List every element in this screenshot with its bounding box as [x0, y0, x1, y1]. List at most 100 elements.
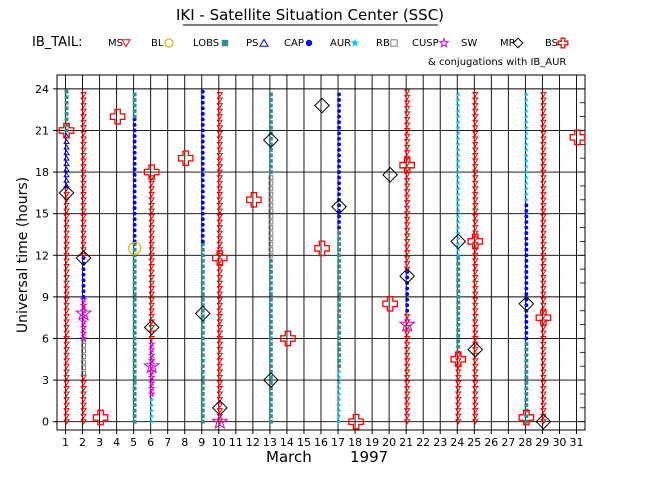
- region-point-sw: [166, 125, 172, 130]
- region-point-aur: [523, 114, 529, 119]
- region-point-ms: [540, 108, 547, 115]
- region-point-sw: [438, 203, 444, 208]
- region-point-ms: [540, 214, 547, 220]
- region-point-sw: [370, 386, 376, 391]
- region-point-sw: [302, 308, 308, 313]
- region-point-ms: [63, 219, 70, 226]
- region-point-sw: [251, 369, 257, 374]
- region-point-sw: [438, 136, 444, 141]
- region-point-sw: [183, 358, 189, 363]
- region-point-sw: [183, 403, 189, 407]
- region-point-sw: [251, 170, 257, 174]
- region-point-sw: [234, 214, 240, 219]
- region-point-sw: [183, 353, 189, 358]
- region-point-ms: [403, 319, 411, 325]
- region-point-sw: [506, 247, 512, 252]
- region-point-sw: [558, 392, 563, 396]
- region-point-ms: [148, 297, 155, 303]
- region-point-lobs: [200, 347, 205, 352]
- region-point-ms: [540, 324, 547, 331]
- region-point-aur: [455, 125, 461, 130]
- region-point-sw: [438, 242, 444, 247]
- region-point-cap: [524, 236, 529, 241]
- region-point-ms: [472, 397, 479, 403]
- region-point-sw: [302, 253, 308, 258]
- region-point-aur: [455, 114, 461, 119]
- region-point-sw: [98, 236, 103, 241]
- region-point-sw: [319, 297, 325, 302]
- region-point-sw: [558, 220, 563, 224]
- region-point-sw: [319, 136, 325, 141]
- region-point-lobs: [337, 236, 341, 241]
- region-point-sw: [370, 253, 376, 258]
- region-point-sw: [387, 397, 393, 402]
- region-point-lobs: [64, 106, 69, 111]
- region-point-sw: [370, 258, 376, 263]
- region-point-sw: [234, 258, 240, 263]
- region-point-sw: [489, 419, 495, 424]
- region-point-sw: [234, 147, 240, 152]
- region-point-ms: [80, 119, 87, 126]
- region-point-sw: [353, 292, 359, 297]
- region-point-sw: [285, 319, 291, 324]
- x-tick-label: 1: [62, 436, 69, 449]
- region-point-ms: [472, 324, 479, 331]
- region-point-lobs: [337, 292, 341, 297]
- region-point-lobs: [200, 331, 205, 335]
- region-point-sw: [421, 170, 427, 174]
- region-point-sw: [438, 253, 444, 258]
- region-point-sw: [575, 397, 580, 402]
- region-point-ms: [540, 202, 547, 209]
- region-point-sw: [234, 236, 240, 241]
- region-point-sw: [234, 297, 240, 302]
- region-point-ms: [148, 180, 155, 187]
- region-point-sw: [489, 380, 495, 385]
- region-point-sw: [506, 109, 512, 113]
- region-point-ms: [472, 358, 479, 364]
- region-point-sw: [166, 286, 172, 291]
- region-point-ms: [403, 94, 411, 101]
- region-point-sw: [387, 153, 393, 158]
- region-point-sw: [387, 214, 393, 219]
- region-point-sw: [149, 114, 155, 119]
- region-point-lobs: [524, 392, 529, 396]
- region-point-sw: [558, 192, 563, 197]
- region-point-sw: [575, 319, 580, 324]
- region-point-sw: [370, 164, 376, 169]
- region-point-lobs: [132, 92, 137, 97]
- region-point-sw: [370, 275, 376, 280]
- region-point-lobs: [268, 331, 273, 335]
- crossing-mp: [143, 319, 160, 336]
- region-point-sw: [421, 386, 427, 391]
- region-point-ms: [472, 286, 479, 292]
- region-point-cusp: [147, 351, 156, 359]
- region-point-lobs: [64, 128, 69, 133]
- region-point-cap: [81, 294, 86, 299]
- region-point-sw: [234, 153, 240, 158]
- region-point-sw: [251, 247, 257, 252]
- region-point-sw: [558, 125, 563, 130]
- region-point-cap: [200, 184, 205, 188]
- crossing-mp: [262, 372, 279, 388]
- region-point-aur: [455, 169, 461, 175]
- region-point-sw: [302, 281, 308, 285]
- region-point-sw: [285, 331, 291, 335]
- region-point-sw: [506, 92, 512, 97]
- region-point-ms: [80, 214, 87, 220]
- region-point-sw: [370, 142, 376, 147]
- region-point-lobs: [268, 109, 273, 113]
- region-point-ms: [216, 347, 224, 353]
- region-point-sw: [234, 170, 240, 174]
- region-point-sw: [302, 236, 308, 241]
- region-point-lobs: [524, 369, 529, 374]
- region-point-sw: [319, 325, 325, 330]
- region-point-sw: [421, 225, 427, 230]
- region-point-sw: [575, 147, 580, 152]
- region-point-sw: [506, 159, 512, 163]
- crossing-mp: [467, 341, 484, 358]
- region-point-ms: [403, 122, 411, 129]
- crossing-bl: [128, 241, 142, 255]
- region-point-sw: [115, 164, 121, 169]
- region-point-sw: [421, 214, 427, 219]
- region-point-ms: [80, 108, 87, 115]
